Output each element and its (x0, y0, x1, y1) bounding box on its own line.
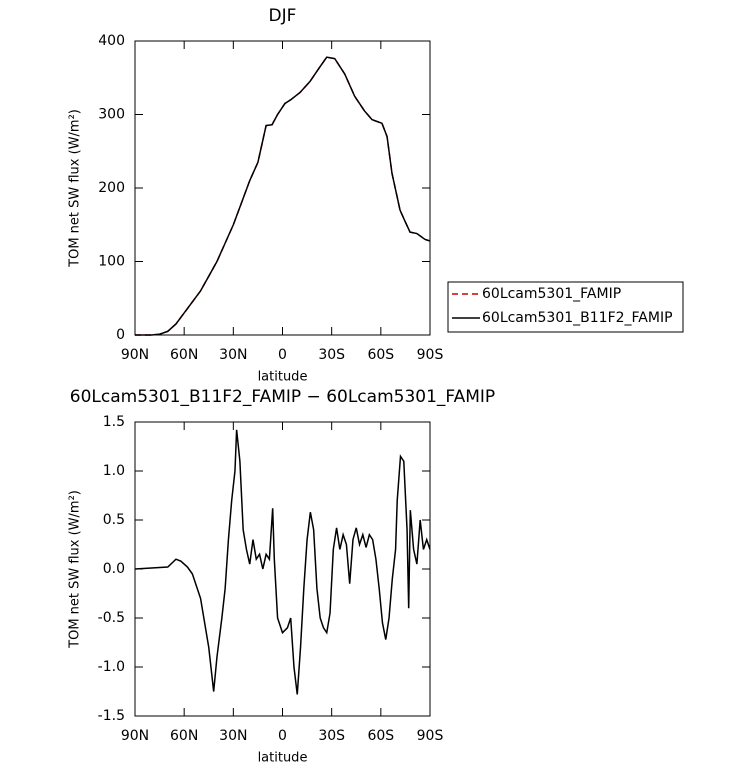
y-tick-label: -1.0 (98, 659, 125, 675)
x-tick-label: 60N (170, 728, 198, 744)
chart-title: DJF (269, 6, 297, 26)
legend-label: 60Lcam5301_FAMIP (482, 286, 621, 302)
x-tick-label: 60N (170, 347, 198, 363)
x-axis-title: latitude (258, 751, 308, 766)
x-axis-title: latitude (258, 370, 308, 385)
y-tick-label: 300 (98, 107, 125, 123)
y-tick-label: 100 (98, 254, 125, 270)
y-tick-label: 1.5 (103, 414, 125, 430)
data-line (135, 56, 431, 336)
y-tick-label: 0 (116, 327, 125, 343)
x-tick-label: 60S (367, 728, 394, 744)
y-tick-label: 0.5 (103, 512, 125, 528)
data-line (135, 56, 431, 336)
x-tick-label: 90N (121, 347, 149, 363)
plot-frame (134, 421, 431, 717)
y-tick-label: 200 (98, 180, 125, 196)
x-tick-label: 90S (417, 728, 444, 744)
x-tick-label: 30S (318, 347, 345, 363)
y-axis-title: TOM net SW flux (W/m²) (68, 490, 83, 649)
x-tick-label: 0 (278, 728, 287, 744)
y-tick-label: 0.0 (103, 561, 125, 577)
y-tick-label: 1.0 (103, 463, 125, 479)
x-tick-label: 30N (219, 728, 247, 744)
x-tick-label: 90S (417, 347, 444, 363)
x-tick-label: 0 (278, 347, 287, 363)
x-tick-label: 60S (367, 347, 394, 363)
x-tick-label: 30N (219, 347, 247, 363)
y-tick-label: -0.5 (98, 610, 125, 626)
x-tick-label: 90N (121, 728, 149, 744)
y-axis-title: TOM net SW flux (W/m²) (68, 109, 83, 268)
plot-frame (134, 40, 431, 336)
x-tick-label: 30S (318, 728, 345, 744)
y-tick-label: -1.5 (98, 708, 125, 724)
legend-box (447, 281, 684, 333)
chart-title: 60Lcam5301_B11F2_FAMIP − 60Lcam5301_FAMI… (70, 387, 495, 407)
legend-label: 60Lcam5301_B11F2_FAMIP (482, 310, 673, 326)
data-line (134, 429, 431, 695)
y-tick-label: 400 (98, 33, 125, 49)
